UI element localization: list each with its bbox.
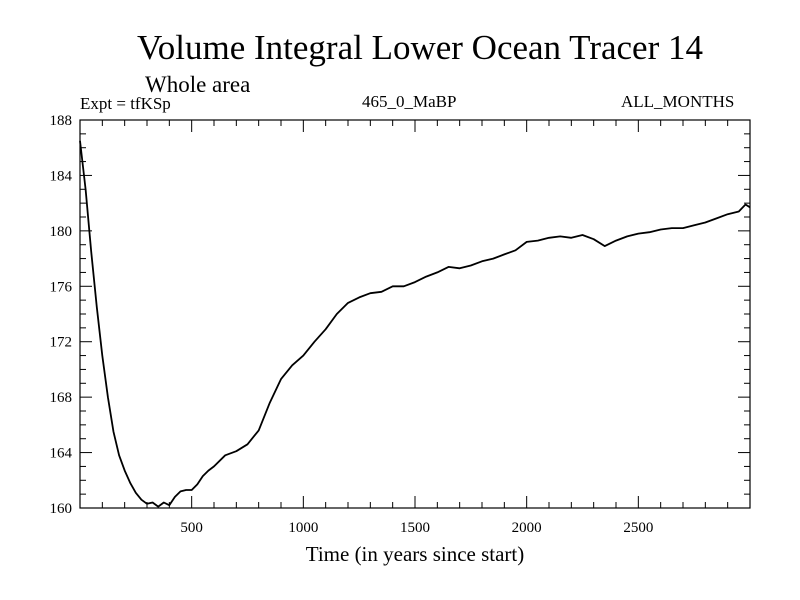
months-label: ALL_MONTHS [621,92,735,111]
y-tick-label: 164 [50,446,73,462]
y-tick-label: 168 [50,390,73,406]
y-tick-label: 180 [50,224,73,240]
y-tick-label: 188 [50,113,73,129]
experiment-label: Expt = tfKSp [80,94,171,113]
chart-title: Volume Integral Lower Ocean Tracer 14 [137,28,703,67]
y-tick-label: 176 [50,279,73,295]
series-group [79,140,751,508]
x-tick-label: 2500 [623,520,653,536]
chart-subtitle: Whole area [145,72,251,97]
y-tick-label: 172 [50,335,73,351]
x-tick-label: 2000 [512,520,542,536]
y-tick-label: 184 [50,168,73,184]
y-tick-label: 160 [50,501,73,517]
x-tick-label: 1000 [288,520,318,536]
tick-labels: 160 164 168 172 176 180 184 188 500 1000 1500 2000 2… [50,113,654,536]
period-label: 465_0_MaBP [362,92,457,111]
series-line [79,140,751,508]
axis-ticks [80,119,750,509]
plot-frame [79,119,751,509]
x-tick-label: 500 [180,520,203,536]
x-axis-title: Time (in years since start) [306,542,525,566]
x-tick-label: 1500 [400,520,430,536]
